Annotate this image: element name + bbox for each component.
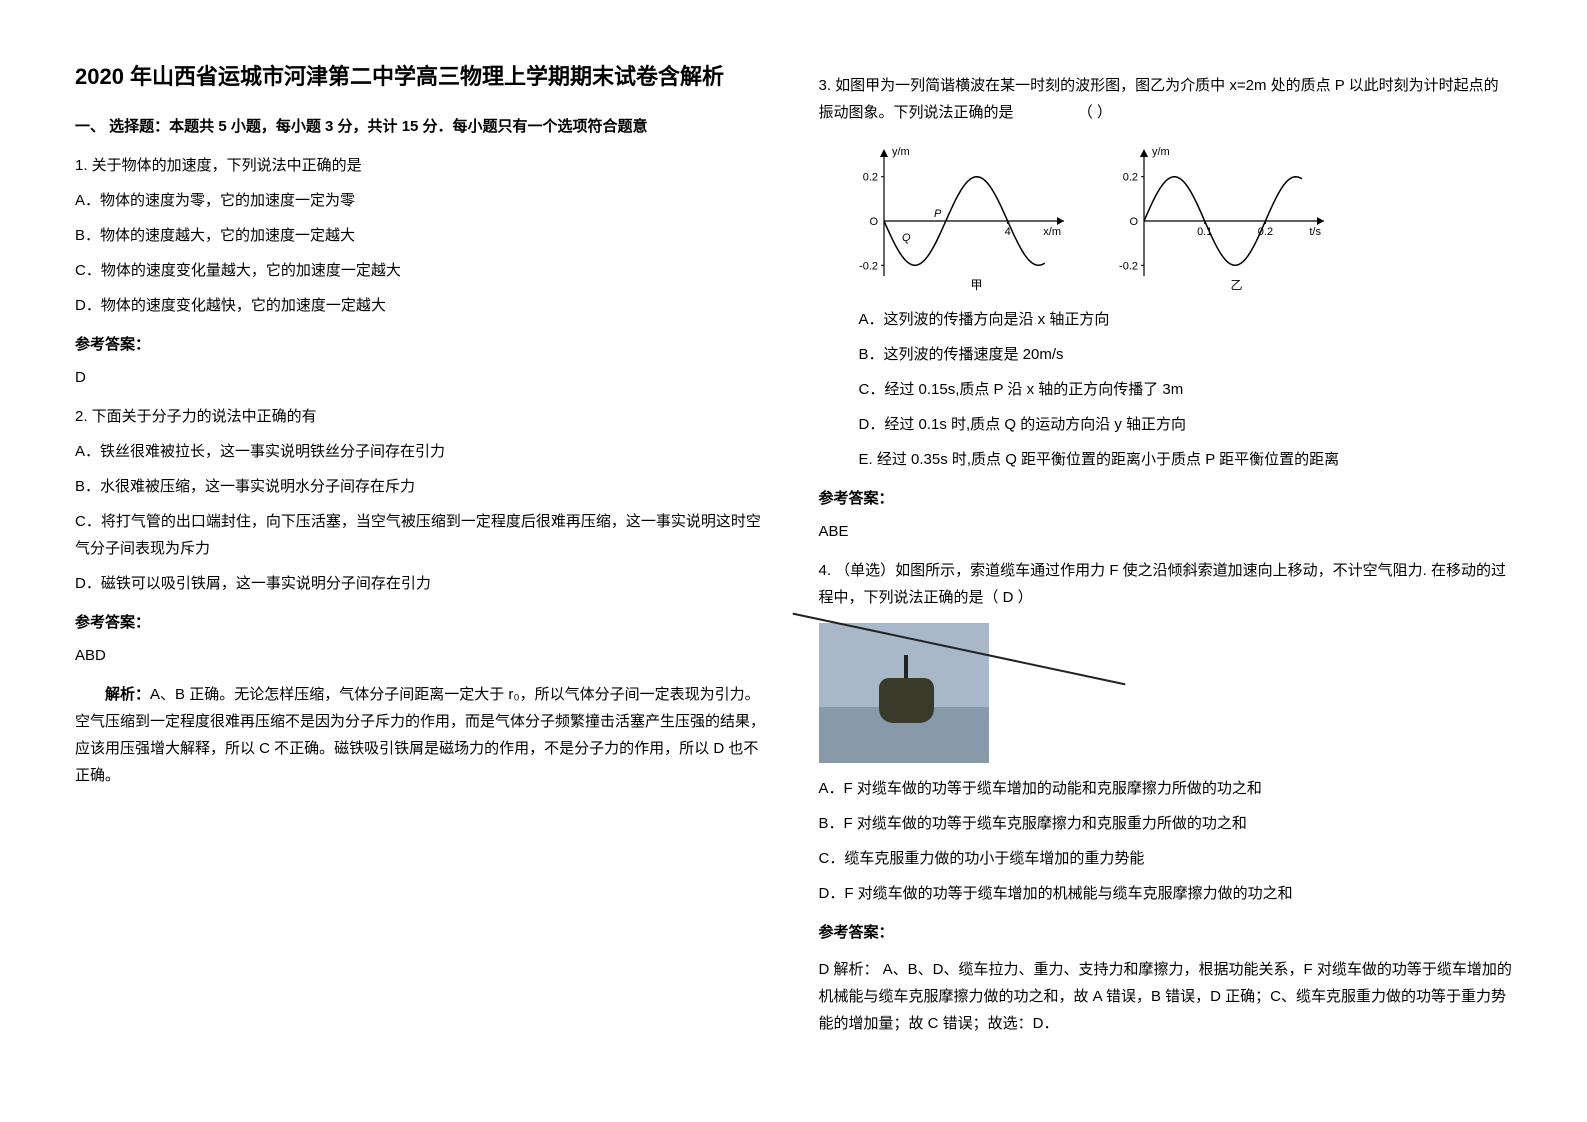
q1-stem: 1. 关于物体的加速度，下列说法中正确的是: [75, 152, 769, 179]
q3-opt-b: B．这列波的传播速度是 20m/s: [859, 341, 1513, 368]
q3-chart-right: -0.2O0.20.10.2y/mt/s乙: [1099, 141, 1329, 291]
q2-answer-label: 参考答案：: [75, 609, 769, 636]
svg-text:乙: 乙: [1230, 278, 1242, 291]
q1-opt-b: B．物体的速度越大，它的加速度一定越大: [75, 222, 769, 249]
q2-answer: ABD: [75, 642, 769, 669]
q2-explain-label: 解析：: [105, 686, 150, 703]
q3-answer-label: 参考答案：: [819, 485, 1513, 512]
q2-explain-text: A、B 正确。无论怎样压缩，气体分子间距离一定大于 r₀，所以气体分子间一定表现…: [75, 686, 765, 784]
q1-opt-a: A．物体的速度为零，它的加速度一定为零: [75, 187, 769, 214]
q1-answer: D: [75, 364, 769, 391]
q3-opt-e: E. 经过 0.35s 时,质点 Q 距平衡位置的距离小于质点 P 距平衡位置的…: [859, 446, 1513, 473]
q1-answer-label: 参考答案：: [75, 331, 769, 358]
q4-opt-b: B．F 对缆车做的功等于缆车克服摩擦力和克服重力所做的功之和: [819, 810, 1513, 837]
q3-stem-a: 3. 如图甲为一列简谐横波在某一时刻的波形图，图乙为介质中 x=2m 处的质点 …: [819, 77, 1499, 121]
svg-text:0.2: 0.2: [862, 172, 877, 184]
q4-answer-label: 参考答案：: [819, 919, 1513, 946]
q2-opt-a: A．铁丝很难被拉长，这一事实说明铁丝分子间存在引力: [75, 438, 769, 465]
q3-opt-d: D．经过 0.1s 时,质点 Q 的运动方向沿 y 轴正方向: [859, 411, 1513, 438]
q4-opt-d: D．F 对缆车做的功等于缆车增加的机械能与缆车克服摩擦力做的功之和: [819, 880, 1513, 907]
q4-stem: 4. （单选）如图所示，索道缆车通过作用力 F 使之沿倾斜索道加速向上移动，不计…: [819, 557, 1513, 611]
svg-text:-0.2: -0.2: [859, 260, 878, 272]
svg-text:y/m: y/m: [892, 146, 910, 158]
exam-title: 2020 年山西省运城市河津第二中学高三物理上学期期末试卷含解析: [75, 60, 769, 93]
q4-opt-c: C．缆车克服重力做的功小于缆车增加的重力势能: [819, 845, 1513, 872]
svg-text:0.2: 0.2: [1122, 172, 1137, 184]
svg-text:O: O: [1129, 216, 1138, 228]
q3-stem: 3. 如图甲为一列简谐横波在某一时刻的波形图，图乙为介质中 x=2m 处的质点 …: [819, 72, 1513, 126]
svg-text:甲: 甲: [970, 278, 982, 291]
q1-opt-c: C．物体的速度变化量越大，它的加速度一定越大: [75, 257, 769, 284]
q4-figure: [819, 623, 989, 763]
q1-opt-d: D．物体的速度变化越快，它的加速度一定越大: [75, 292, 769, 319]
svg-text:x/m: x/m: [1043, 226, 1061, 238]
q3-opt-c: C．经过 0.15s,质点 P 沿 x 轴的正方向传播了 3m: [859, 376, 1513, 403]
svg-text:P: P: [934, 208, 942, 220]
svg-text:Q: Q: [902, 232, 911, 244]
svg-text:4: 4: [1004, 226, 1010, 238]
q2-opt-d: D．磁铁可以吸引铁屑，这一事实说明分子间存在引力: [75, 570, 769, 597]
svg-text:O: O: [869, 216, 878, 228]
q2-explain: 解析：A、B 正确。无论怎样压缩，气体分子间距离一定大于 r₀，所以气体分子间一…: [75, 681, 769, 789]
q3-answer: ABE: [819, 518, 1513, 545]
q3-chart-left: -0.2 O 0.2 4 y/m x/m P Q 甲: [839, 141, 1069, 291]
cable-car: [879, 678, 934, 723]
q2-opt-c: C．将打气管的出口端封住，向下压活塞，当空气被压缩到一定程度后很难再压缩，这一事…: [75, 508, 769, 562]
cable-arm: [904, 655, 908, 680]
right-column: 3. 如图甲为一列简谐横波在某一时刻的波形图，图乙为介质中 x=2m 处的质点 …: [794, 60, 1538, 1082]
q2-stem: 2. 下面关于分子力的说法中正确的有: [75, 403, 769, 430]
svg-text:y/m: y/m: [1152, 146, 1170, 158]
q3-diagrams: -0.2O0.24y/mx/mPQ甲 -0.2O0.20.10.2y/mt/s乙: [839, 141, 1513, 291]
left-column: 2020 年山西省运城市河津第二中学高三物理上学期期末试卷含解析 一、 选择题：…: [50, 60, 794, 1082]
section-heading: 一、 选择题：本题共 5 小题，每小题 3 分，共计 15 分．每小题只有一个选…: [75, 113, 769, 140]
q3-stem-b: （ ）: [1078, 104, 1112, 121]
q3-options: A．这列波的传播方向是沿 x 轴正方向 B．这列波的传播速度是 20m/s C．…: [819, 306, 1513, 473]
q4-explain: D 解析： A、B、D、缆车拉力、重力、支持力和摩擦力，根据功能关系，F 对缆车…: [819, 956, 1513, 1037]
q4-opt-a: A．F 对缆车做的功等于缆车增加的动能和克服摩擦力所做的功之和: [819, 775, 1513, 802]
q3-opt-a: A．这列波的传播方向是沿 x 轴正方向: [859, 306, 1513, 333]
svg-text:t/s: t/s: [1309, 226, 1321, 238]
cable-line: [792, 613, 1125, 686]
q2-opt-b: B．水很难被压缩，这一事实说明水分子间存在斥力: [75, 473, 769, 500]
svg-text:-0.2: -0.2: [1119, 260, 1138, 272]
